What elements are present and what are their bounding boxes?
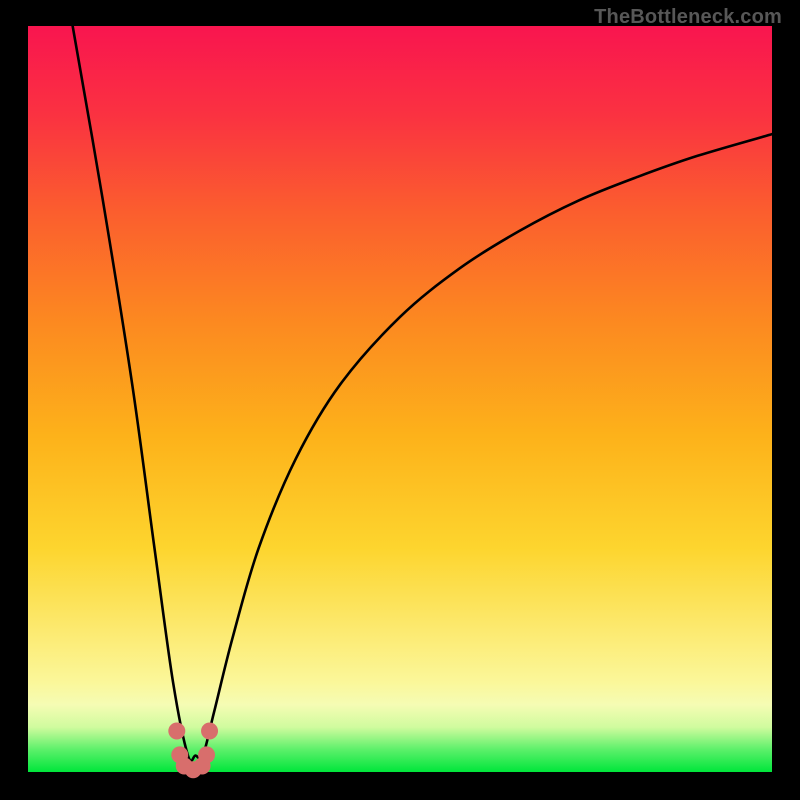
watermark-text: TheBottleneck.com [594, 6, 782, 29]
bottom-marker-group [168, 722, 218, 778]
chart-plot-area [28, 26, 772, 772]
bottom-marker-dot [168, 722, 185, 739]
bottleneck-curve [73, 26, 772, 761]
bottom-marker-dot [201, 722, 218, 739]
chart-curve-layer [28, 26, 772, 772]
bottom-marker-dot [198, 746, 215, 763]
